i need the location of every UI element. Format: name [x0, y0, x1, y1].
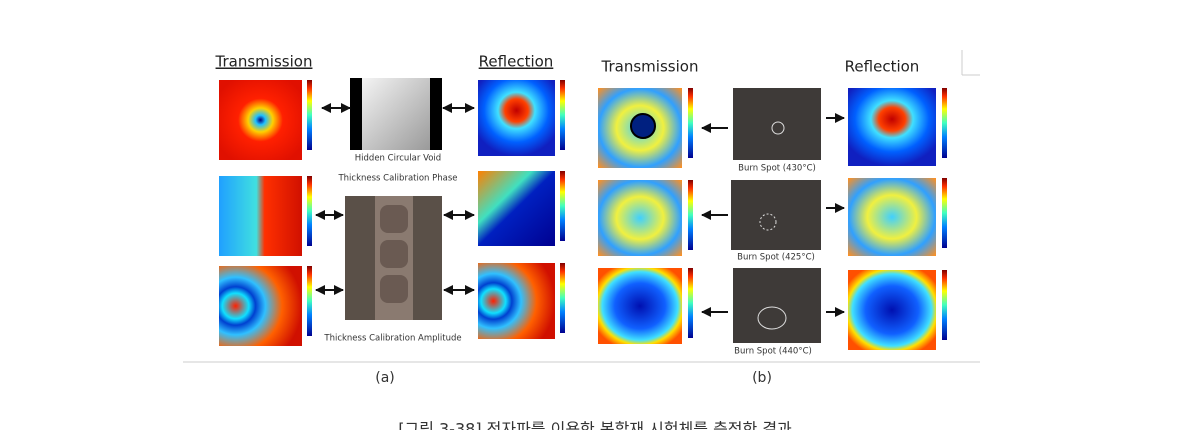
- photo: [733, 88, 821, 160]
- panel-label: (b): [752, 370, 772, 386]
- heatmap: [219, 266, 302, 346]
- heatmap: [598, 180, 682, 256]
- section-title: Reflection: [479, 53, 554, 71]
- heatmap: [598, 268, 682, 344]
- photo: [380, 275, 408, 303]
- colorbar: [688, 180, 693, 250]
- image-caption: Hidden Circular Void: [355, 154, 441, 164]
- colorbar: [307, 176, 312, 246]
- photo: [771, 121, 785, 135]
- figure-caption: [그림 3-38] 전자파를 이용한 복합재 시험체를 측정한 결과: [398, 420, 792, 430]
- image-caption: Thickness Calibration Amplitude: [323, 334, 461, 344]
- colorbar: [942, 270, 947, 340]
- photo: [731, 180, 821, 250]
- heatmap: [478, 263, 555, 339]
- section-title: Transmission: [215, 53, 313, 71]
- heatmap: [219, 80, 302, 160]
- colorbar: [688, 268, 693, 338]
- colorbar: [688, 88, 693, 158]
- colorbar: [307, 266, 312, 336]
- figure-frame: [183, 47, 980, 362]
- heatmap: [478, 171, 555, 246]
- heatmap: [478, 80, 555, 156]
- photo: [380, 205, 408, 233]
- image-caption: Thickness Calibration Phase: [337, 174, 457, 184]
- section-title: Reflection: [845, 58, 920, 76]
- colorbar: [942, 178, 947, 248]
- photo: [757, 306, 787, 330]
- heatmap: [219, 176, 302, 256]
- photo: [733, 268, 821, 343]
- panel-label: (a): [375, 370, 395, 386]
- image-caption: Burn Spot (430°C): [738, 164, 816, 174]
- section-title: Transmission: [601, 58, 699, 76]
- heatmap: [848, 178, 936, 256]
- heatmap: [848, 270, 936, 350]
- colorbar: [560, 171, 565, 241]
- heatmap: [848, 88, 936, 166]
- heatmap-spot: [630, 113, 656, 139]
- photo: [380, 240, 408, 268]
- image-caption: Burn Spot (440°C): [734, 347, 812, 357]
- colorbar: [307, 80, 312, 150]
- colorbar: [560, 80, 565, 150]
- image-caption: Burn Spot (425°C): [737, 253, 815, 263]
- photo: [759, 213, 777, 231]
- heatmap-group: [219, 80, 565, 346]
- colorbar: [942, 88, 947, 158]
- xray-image: [362, 78, 430, 150]
- colorbar: [560, 263, 565, 333]
